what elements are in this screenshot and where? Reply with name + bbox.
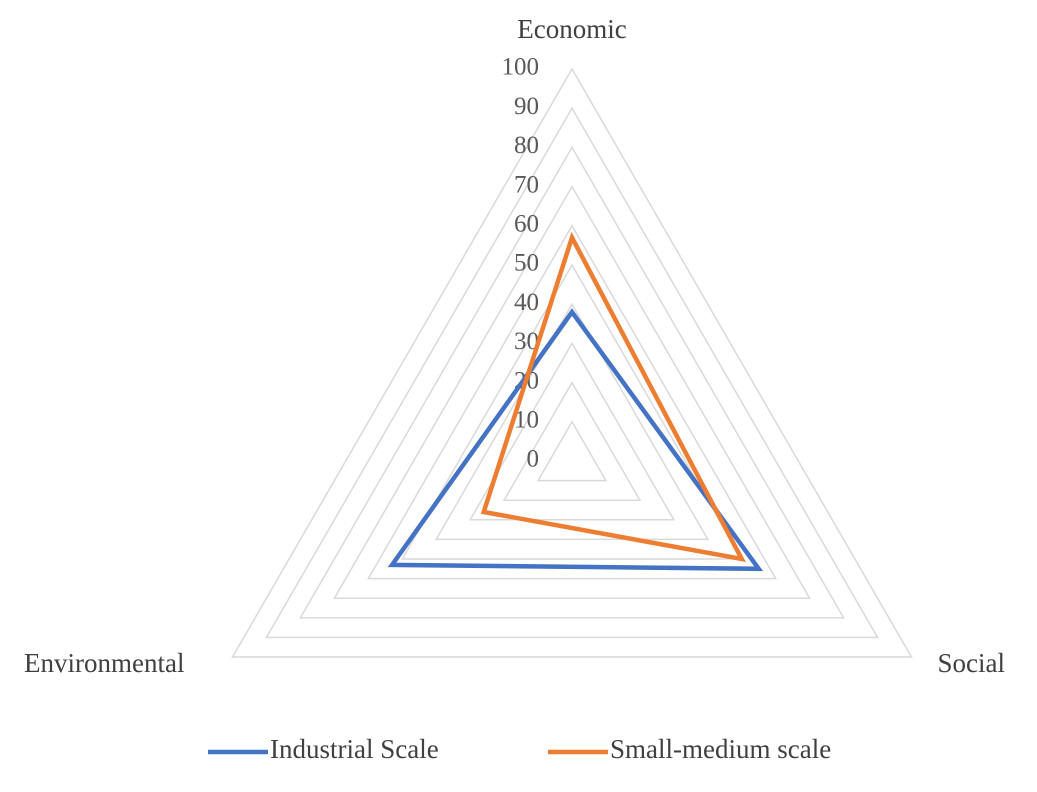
- grid-line: [367, 224, 777, 580]
- legend-label: Industrial Scale: [270, 734, 439, 764]
- grid-line: [265, 106, 879, 639]
- series-line: [387, 308, 764, 572]
- grid-line: [502, 381, 642, 501]
- grid-line: [434, 302, 710, 541]
- grid-line: [536, 420, 608, 482]
- grid-line: [400, 263, 744, 560]
- axis-label: Social: [938, 648, 1006, 678]
- y-tick-label: 60: [514, 211, 539, 238]
- y-tick-label: 0: [527, 446, 540, 473]
- y-tick-label: 90: [514, 93, 539, 120]
- y-tick-label: 100: [502, 54, 540, 81]
- grid-line: [333, 185, 811, 599]
- series-line: [480, 231, 746, 563]
- axis-label: Environmental: [24, 648, 184, 678]
- y-tick-label: 50: [514, 250, 539, 277]
- legend-label: Small-medium scale: [610, 734, 831, 764]
- axis-label: Economic: [517, 14, 626, 44]
- y-tick-label: 70: [514, 171, 539, 198]
- grid-line: [468, 341, 676, 521]
- y-tick-label: 40: [514, 289, 539, 316]
- grid-line: [231, 67, 913, 658]
- y-tick-label: 80: [514, 132, 539, 159]
- grid-line: [299, 145, 845, 619]
